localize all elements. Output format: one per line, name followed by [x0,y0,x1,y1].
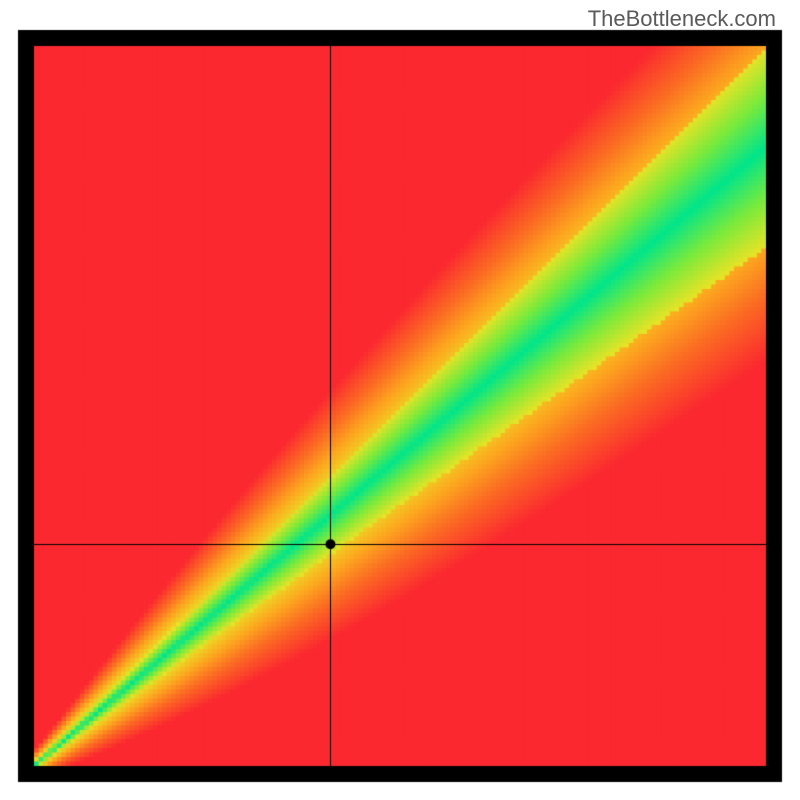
watermark-text: TheBottleneck.com [588,6,776,32]
chart-container: TheBottleneck.com [0,0,800,800]
heatmap-canvas [0,0,800,800]
